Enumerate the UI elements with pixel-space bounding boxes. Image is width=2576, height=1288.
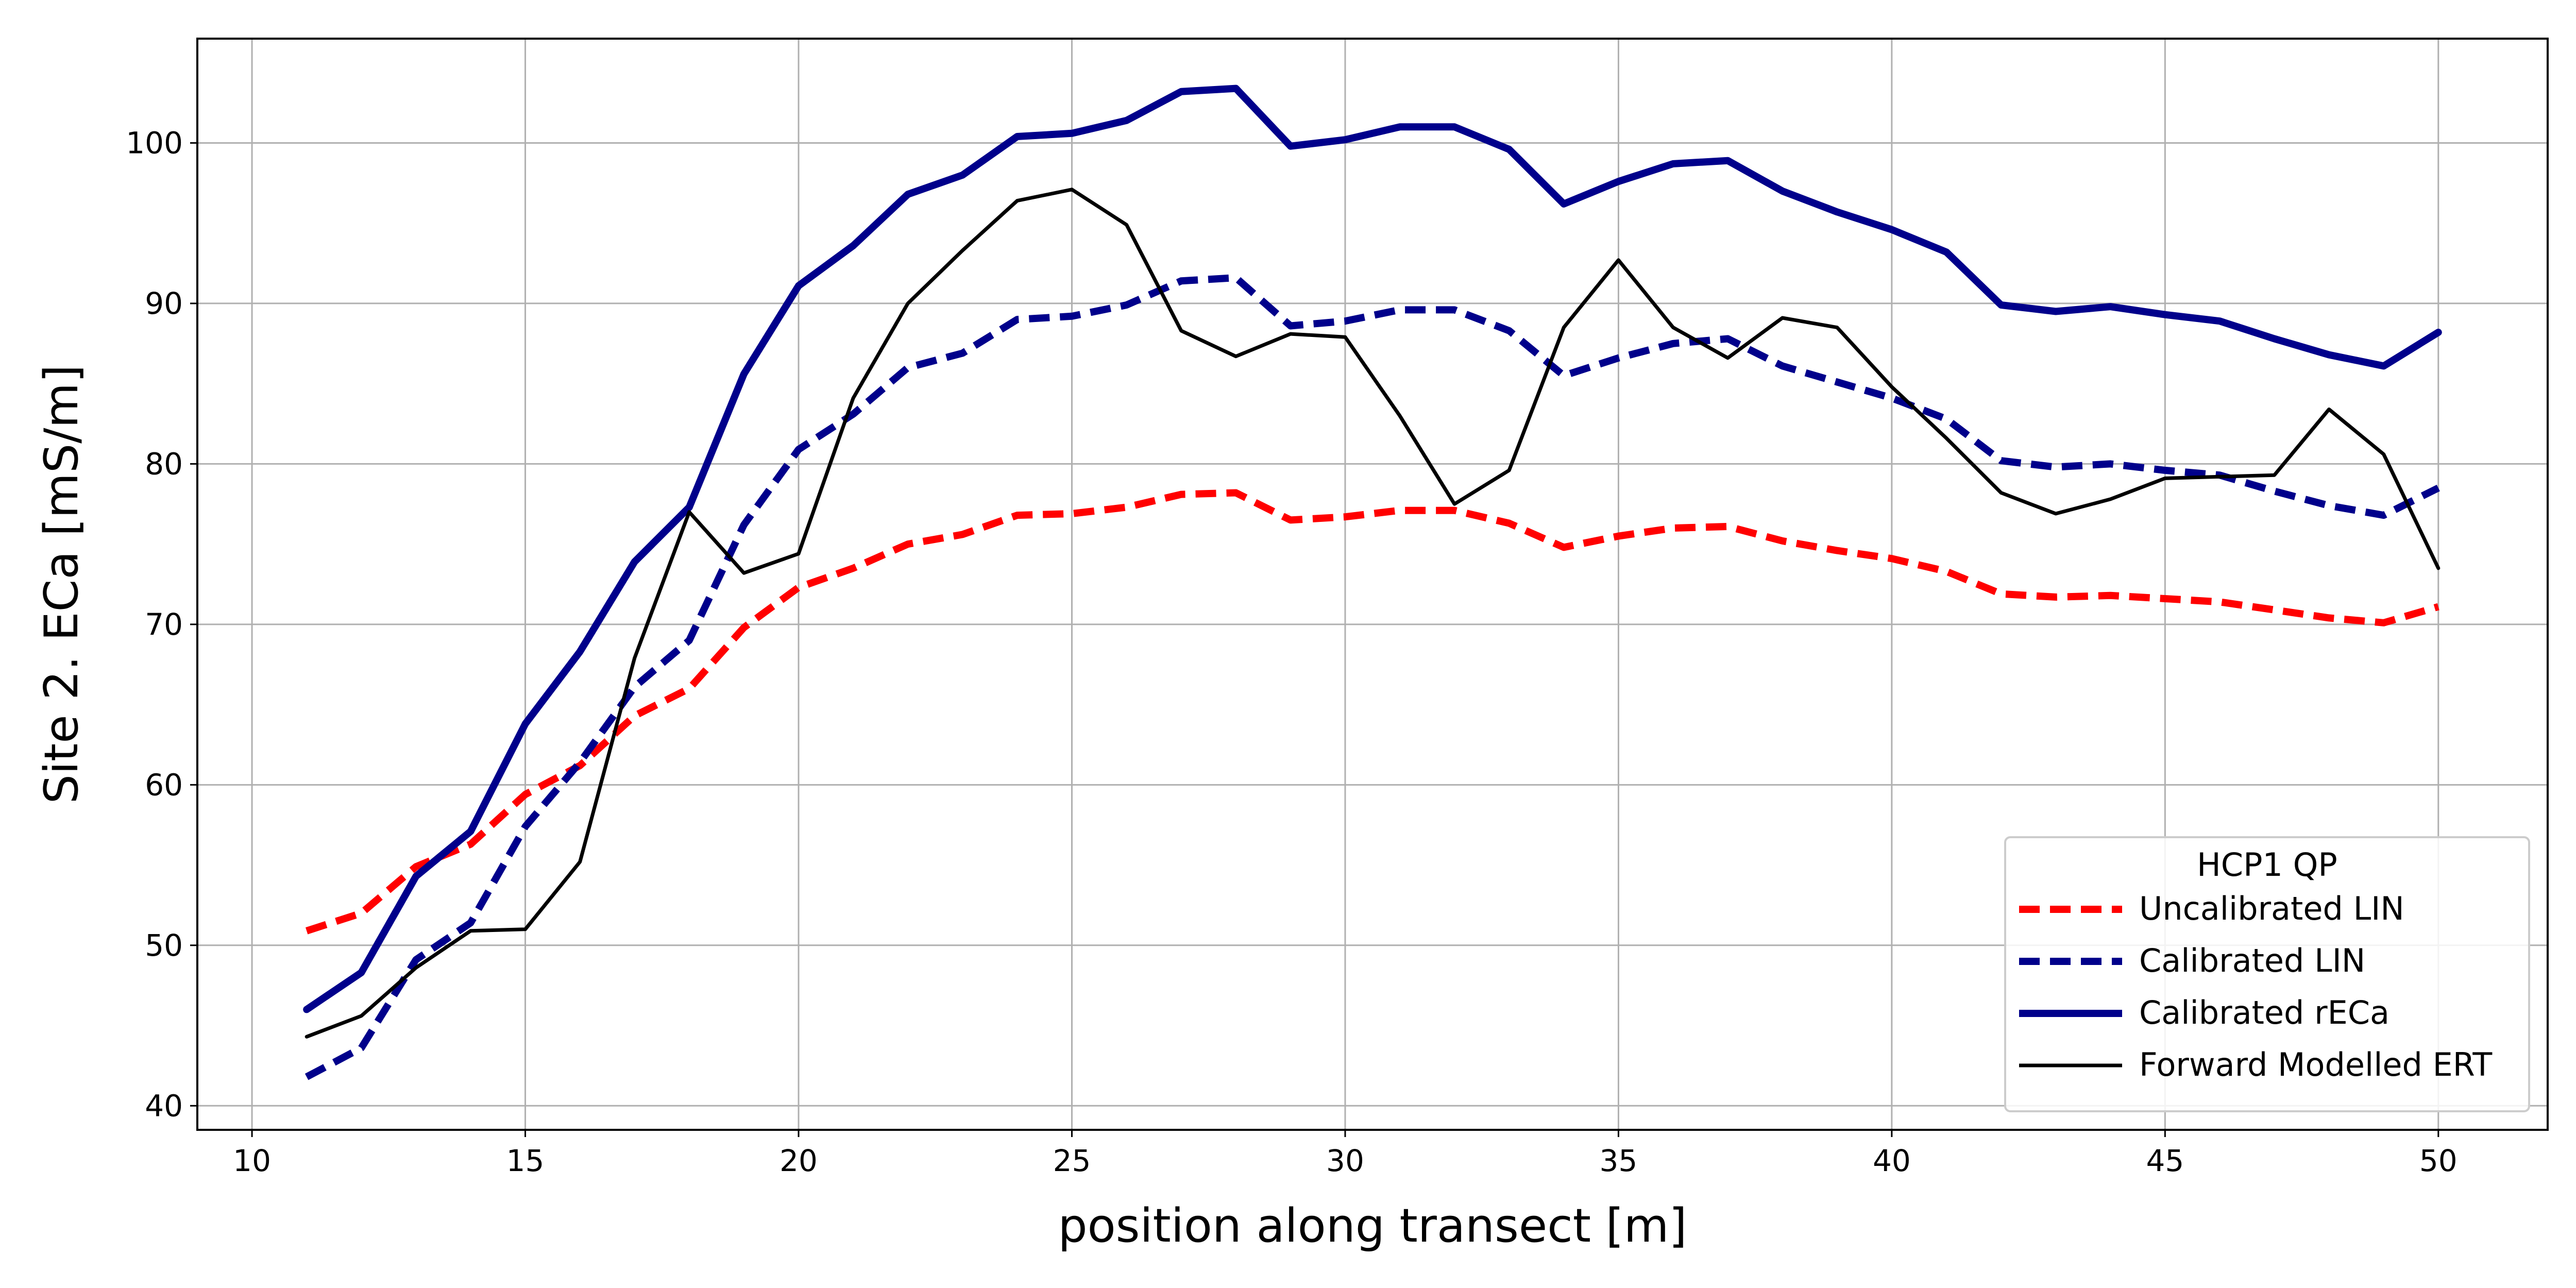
- x-axis-title: position along transect [m]: [1058, 1199, 1687, 1253]
- x-tick-label: 50: [2419, 1143, 2458, 1178]
- legend: HCP1 QP Uncalibrated LIN Calibrated LIN Ca…: [2004, 836, 2530, 1112]
- x-tick-label: 20: [779, 1143, 818, 1178]
- y-tick-label: 70: [145, 607, 183, 642]
- legend-label: Forward Modelled ERT: [2139, 1046, 2493, 1083]
- x-tick-label: 15: [506, 1143, 545, 1178]
- x-tick-label: 10: [233, 1143, 271, 1178]
- y-tick-label: 90: [145, 286, 183, 321]
- legend-label: Calibrated LIN: [2139, 942, 2365, 979]
- legend-label: Calibrated rECa: [2139, 994, 2389, 1031]
- plot-series: [303, 84, 2442, 1080]
- x-tick-label: 40: [1873, 1143, 1911, 1178]
- x-tick-label: 35: [1600, 1143, 1638, 1178]
- series-line-4: [304, 188, 2441, 1039]
- y-tick-label: 80: [145, 446, 183, 481]
- series-line-3: [303, 84, 2442, 1013]
- legend-title: HCP1 QP: [2197, 846, 2337, 884]
- legend-box: [2004, 836, 2530, 1112]
- x-tick-label: 25: [1053, 1143, 1091, 1178]
- plot-frame: [196, 38, 2549, 1131]
- y-axis-title: Site 2. ECa [mS/m]: [35, 365, 89, 804]
- axis-ticks: 10 15 20 25 30 35 40 45 50 40 50 60 70 80 90 100: [126, 125, 2457, 1178]
- y-tick-label: 100: [126, 125, 183, 160]
- y-tick-label: 50: [145, 928, 183, 963]
- series-line-1: [306, 489, 2439, 935]
- y-tick-label: 60: [145, 767, 183, 802]
- x-tick-label: 30: [1326, 1143, 1364, 1178]
- legend-label: Uncalibrated LIN: [2139, 890, 2404, 927]
- x-tick-label: 45: [2146, 1143, 2184, 1178]
- y-tick-label: 40: [145, 1088, 183, 1123]
- legend-items: Uncalibrated LIN Calibrated LIN Calibrated…: [2019, 890, 2493, 1083]
